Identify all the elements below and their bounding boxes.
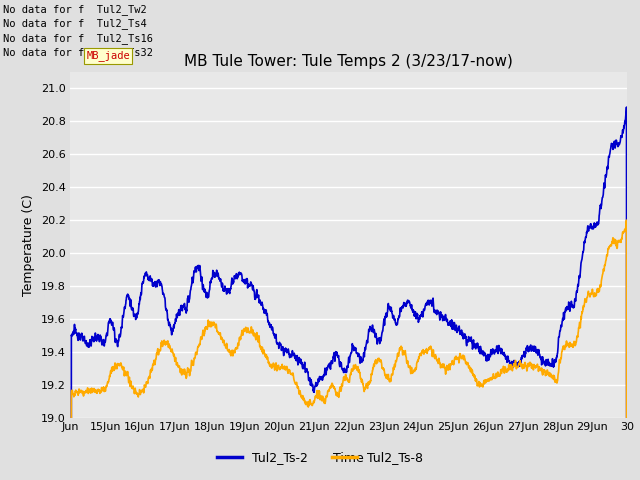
Tul2_Ts-8 — [382, 374, 390, 380]
Tul2_Ts-8 — [243, 327, 250, 333]
Text: No data for f  Tul2_Ts32: No data for f Tul2_Ts32 — [3, 47, 153, 58]
Tul2_Ts-2 — [243, 278, 250, 284]
Tul2_Ts-8 — [516, 359, 524, 364]
Tul2_Ts-8 — [616, 238, 623, 243]
Legend: Tul2_Ts-2, Tul2_Ts-8: Tul2_Ts-2, Tul2_Ts-8 — [212, 446, 428, 469]
Text: MB_jade: MB_jade — [86, 50, 130, 61]
Tul2_Ts-2 — [122, 297, 130, 303]
Text: No data for f  Tul2_Ts4: No data for f Tul2_Ts4 — [3, 18, 147, 29]
Tul2_Ts-8 — [623, 217, 630, 223]
Text: No data for f  Tul2_Ts16: No data for f Tul2_Ts16 — [3, 33, 153, 44]
Title: MB Tule Tower: Tule Temps 2 (3/23/17-now): MB Tule Tower: Tule Temps 2 (3/23/17-now… — [184, 54, 513, 70]
Tul2_Ts-8 — [122, 372, 130, 378]
X-axis label: Time: Time — [333, 452, 364, 465]
Tul2_Ts-2 — [616, 142, 623, 147]
Line: Tul2_Ts-2: Tul2_Ts-2 — [70, 107, 627, 480]
Tul2_Ts-2 — [516, 358, 524, 363]
Tul2_Ts-2 — [623, 104, 630, 110]
Tul2_Ts-2 — [382, 310, 390, 316]
Tul2_Ts-2 — [548, 363, 556, 369]
Y-axis label: Temperature (C): Temperature (C) — [22, 194, 35, 296]
Line: Tul2_Ts-8: Tul2_Ts-8 — [70, 220, 627, 480]
Tul2_Ts-8 — [548, 374, 556, 380]
Text: No data for f  Tul2_Tw2: No data for f Tul2_Tw2 — [3, 4, 147, 15]
